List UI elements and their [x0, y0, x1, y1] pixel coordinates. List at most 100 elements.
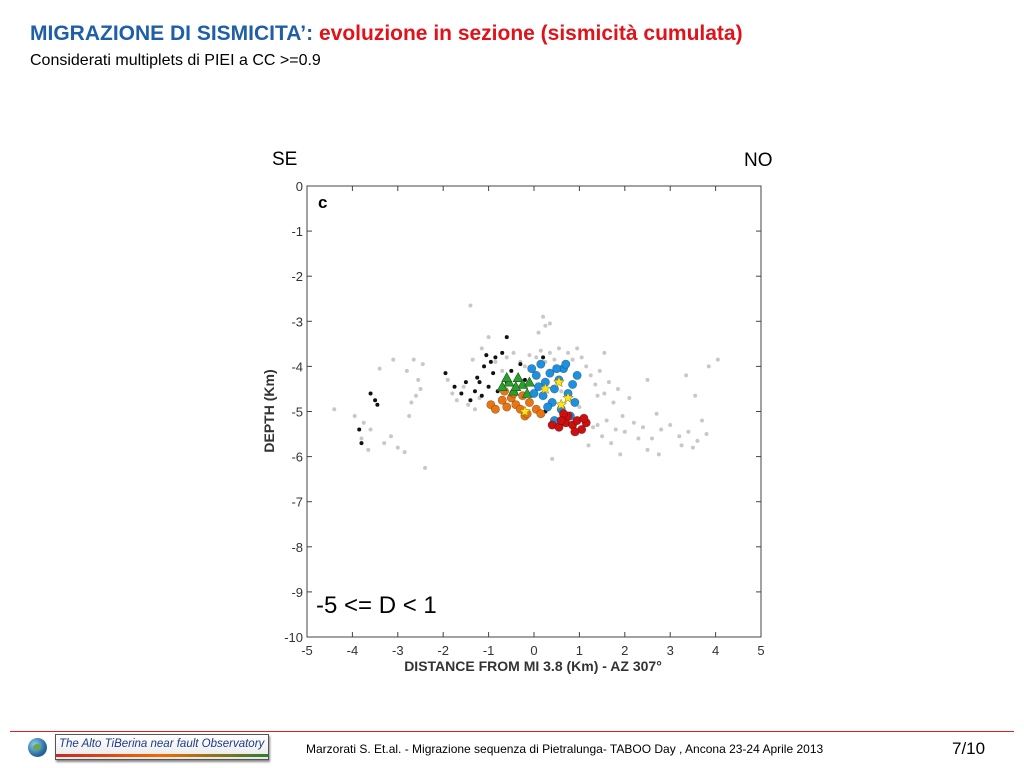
- data-point: [524, 397, 534, 407]
- data-point: [615, 386, 620, 391]
- data-point: [491, 371, 496, 376]
- data-point: [631, 420, 636, 425]
- data-point: [373, 398, 378, 403]
- data-point: [552, 364, 562, 374]
- data-point: [531, 370, 541, 380]
- data-point: [555, 398, 568, 410]
- data-point: [504, 355, 509, 360]
- data-point: [547, 350, 552, 355]
- data-point: [357, 427, 362, 432]
- data-point: [715, 357, 720, 362]
- data-point: [501, 372, 513, 382]
- data-point: [420, 362, 425, 367]
- data-point: [606, 380, 611, 385]
- data-point: [536, 359, 546, 369]
- data-point: [562, 391, 574, 403]
- x-tick-label: -4: [347, 643, 359, 658]
- data-point: [519, 405, 531, 417]
- data-point: [543, 402, 553, 412]
- data-point: [556, 346, 561, 351]
- data-point: [418, 386, 423, 391]
- data-point: [568, 379, 578, 389]
- data-point: [413, 393, 418, 398]
- data-point: [538, 348, 543, 353]
- data-point: [423, 465, 428, 470]
- data-point: [609, 441, 614, 446]
- data-point: [600, 434, 605, 439]
- data-point: [479, 346, 484, 351]
- data-point: [521, 387, 533, 398]
- data-point: [534, 355, 539, 360]
- data-point: [622, 429, 627, 434]
- data-point: [677, 434, 682, 439]
- data-point: [640, 425, 645, 430]
- data-point: [368, 427, 373, 432]
- y-tick-label: -5: [291, 405, 303, 420]
- x-tick-label: 4: [712, 643, 719, 658]
- y-tick-label: -2: [291, 269, 303, 284]
- footer-citation: Marzorati S. Et.al. - Migrazione sequenz…: [306, 742, 824, 756]
- data-point: [352, 414, 357, 419]
- data-point: [377, 366, 382, 371]
- data-point: [570, 427, 580, 437]
- data-point: [529, 388, 539, 398]
- data-point: [475, 375, 480, 380]
- y-tick-label: -3: [291, 314, 303, 329]
- data-point: [518, 362, 523, 367]
- data-point: [627, 395, 632, 400]
- data-point: [602, 350, 607, 355]
- data-point: [445, 377, 450, 382]
- x-tick-label: 3: [667, 643, 674, 658]
- data-point: [366, 447, 371, 452]
- globe-land-shape: [33, 744, 41, 750]
- data-point: [543, 323, 548, 328]
- data-point: [659, 427, 664, 432]
- data-point: [511, 350, 516, 355]
- data-point: [541, 314, 546, 319]
- data-point: [704, 432, 709, 437]
- data-point: [645, 447, 650, 452]
- data-point: [686, 429, 691, 434]
- data-point: [572, 370, 582, 380]
- data-point: [566, 350, 571, 355]
- data-point: [486, 384, 491, 389]
- logo-color-bar: [56, 754, 268, 757]
- data-point: [522, 364, 527, 369]
- data-point: [479, 393, 484, 398]
- data-point: [493, 355, 498, 360]
- data-point: [559, 389, 564, 394]
- data-point: [604, 418, 609, 423]
- data-point: [613, 427, 618, 432]
- data-point: [549, 384, 559, 394]
- data-point: [522, 377, 527, 382]
- data-point: [595, 393, 600, 398]
- x-axis-label: DISTANCE FROM MI 3.8 (Km) - AZ 307°: [404, 658, 662, 674]
- panel-label: c: [318, 193, 327, 212]
- data-point: [404, 368, 409, 373]
- data-point: [699, 418, 704, 423]
- data-point: [597, 368, 602, 373]
- data-point: [504, 335, 509, 340]
- data-point: [553, 376, 565, 388]
- x-tick-label: -5: [301, 643, 313, 658]
- data-point: [602, 391, 607, 396]
- data-point: [561, 359, 571, 369]
- data-point: [500, 350, 505, 355]
- data-point: [579, 413, 589, 423]
- observatory-logo: The Alto TiBerina near fault Observatory: [55, 734, 269, 760]
- data-point: [552, 357, 557, 362]
- data-point: [490, 404, 500, 414]
- x-tick-label: -2: [437, 643, 449, 658]
- data-point: [461, 384, 466, 389]
- x-tick-label: 2: [621, 643, 628, 658]
- footer-divider: [10, 731, 1014, 732]
- y-tick-label: -4: [291, 359, 303, 374]
- data-point: [493, 359, 498, 364]
- data-point: [570, 357, 575, 362]
- data-point: [470, 357, 475, 362]
- data-point: [668, 423, 673, 428]
- page-number: 7/10: [952, 739, 986, 758]
- data-point: [391, 357, 396, 362]
- data-point: [611, 400, 616, 405]
- data-point: [359, 436, 364, 441]
